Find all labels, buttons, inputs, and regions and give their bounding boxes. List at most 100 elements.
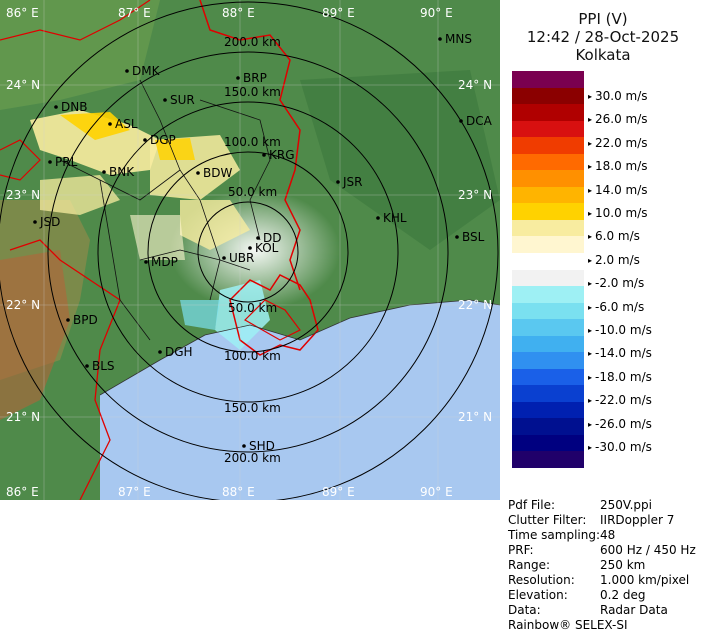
city-label-kol: KOL (255, 241, 279, 255)
range-label-50-bottom: 50.0 km (228, 301, 277, 315)
lat-label-22-right: 22° N (458, 298, 492, 312)
city-label-bsl: BSL (462, 230, 485, 244)
city-label-sur: SUR (170, 93, 195, 107)
metadata-key: Range: (508, 558, 551, 572)
city-dot-shd (242, 444, 246, 448)
lat-label-22-left: 22° N (6, 298, 40, 312)
scale-label: -14.0 m/s (588, 346, 652, 361)
range-label-100-bottom: 100.0 km (224, 349, 281, 363)
scale-label: 14.0 m/s (588, 183, 648, 198)
lon-label-90-bottom: 90° E (420, 485, 453, 499)
range-label-200-bottom: 200.0 km (224, 451, 281, 465)
scale-color-block (512, 451, 584, 469)
city-label-khl: KHL (383, 211, 407, 225)
city-label-dca: DCA (466, 114, 493, 128)
scale-color-block (512, 286, 584, 304)
scale-color-block (512, 87, 584, 105)
lat-label-21-right: 21° N (458, 410, 492, 424)
scale-label: -18.0 m/s (588, 370, 652, 385)
scale-label: -26.0 m/s (588, 417, 652, 432)
city-markers: MNS DMK BRP SUR DNB ASL DGP DCA KRG PRL BNK BDW JSR K… (33, 32, 493, 453)
scale-color-block (512, 319, 584, 337)
city-dot-krg (262, 153, 266, 157)
city-dot-dd (256, 236, 260, 240)
city-dot-bnk (102, 170, 106, 174)
scale-color-block (512, 71, 584, 89)
scale-label: 18.0 m/s (588, 159, 648, 174)
range-rings (0, 1, 499, 500)
city-dot-prl (48, 160, 52, 164)
range-label-100-top: 100.0 km (224, 135, 281, 149)
city-label-krg: KRG (269, 148, 295, 162)
info-panel: PPI (V) 12:42 / 28-Oct-2025 Kolkata 30.0… (500, 0, 706, 642)
scale-color-block (512, 137, 584, 155)
city-dot-brp (236, 76, 240, 80)
city-label-ubr: UBR (229, 251, 254, 265)
range-label-200-top: 200.0 km (224, 35, 281, 49)
city-label-dnb: DNB (61, 100, 87, 114)
city-label-mns: MNS (445, 32, 472, 46)
city-dot-sur (163, 98, 167, 102)
scale-color-block (512, 104, 584, 122)
metadata-value: 250V.ppi (600, 498, 652, 512)
scale-color-block (512, 302, 584, 320)
city-dot-dgp (143, 138, 147, 142)
lat-label-23-left: 23° N (6, 188, 40, 202)
scale-label: 6.0 m/s (588, 229, 640, 244)
scale-label: 10.0 m/s (588, 206, 648, 221)
lat-label-23-right: 23° N (458, 188, 492, 202)
lon-label-87-top: 87° E (118, 6, 151, 20)
scale-label: 22.0 m/s (588, 136, 648, 151)
radar-map[interactable]: 86° E 87° E 88° E 89° E 90° E 86° E 87° … (0, 0, 500, 500)
scale-color-block (512, 153, 584, 171)
scale-color-block (512, 186, 584, 204)
scale-color-block (512, 368, 584, 386)
city-label-bpd: BPD (73, 313, 98, 327)
scale-label: -2.0 m/s (588, 276, 644, 291)
city-label-brp: BRP (243, 71, 267, 85)
city-label-bls: BLS (92, 359, 115, 373)
lon-label-90-top: 90° E (420, 6, 453, 20)
city-dot-mdp (144, 260, 148, 264)
scale-label: 26.0 m/s (588, 112, 648, 127)
range-label-150-bottom: 150.0 km (224, 401, 281, 415)
scan-datetime: 12:42 / 28-Oct-2025 (526, 28, 680, 46)
scale-color-block (512, 434, 584, 452)
scale-label: -30.0 m/s (588, 440, 652, 455)
metadata-key: Resolution: (508, 573, 575, 587)
lon-label-88-top: 88° E (222, 6, 255, 20)
scale-label: 2.0 m/s (588, 253, 640, 268)
metadata-key: Time sampling: (508, 528, 601, 542)
city-label-dd: DD (263, 231, 281, 245)
city-label-dmk: DMK (132, 64, 161, 78)
lon-label-87-bottom: 87° E (118, 485, 151, 499)
scale-color-block (512, 385, 584, 403)
city-label-prl: PRL (55, 155, 78, 169)
scale-color-block (512, 203, 584, 221)
city-dot-bls (85, 364, 89, 368)
metadata-value: 250 km (600, 558, 646, 572)
metadata-key: Clutter Filter: (508, 513, 587, 527)
range-label-150-top: 150.0 km (224, 85, 281, 99)
scale-color-block (512, 170, 584, 188)
software-footer: Rainbow® SELEX-SI (508, 618, 628, 632)
scale-color-block (512, 401, 584, 419)
lon-label-86-bottom: 86° E (6, 485, 39, 499)
city-dot-mns (438, 37, 442, 41)
city-label-bdw: BDW (203, 166, 232, 180)
lat-label-24-right: 24° N (458, 78, 492, 92)
city-label-bnk: BNK (109, 165, 135, 179)
lon-label-89-top: 89° E (322, 6, 355, 20)
metadata-key: Pdf File: (508, 498, 556, 512)
metadata-key: PRF: (508, 543, 534, 557)
radar-map-svg: 86° E 87° E 88° E 89° E 90° E 86° E 87° … (0, 0, 500, 500)
scale-label: 30.0 m/s (588, 89, 648, 104)
metadata-value: 48 (600, 528, 616, 542)
lon-label-86-top: 86° E (6, 6, 39, 20)
metadata-value: Radar Data (600, 603, 668, 617)
scale-color-block (512, 236, 584, 254)
city-label-mdp: MDP (151, 255, 178, 269)
lon-label-88-bottom: 88° E (222, 485, 255, 499)
metadata-value: IIRDoppler 7 (600, 513, 675, 527)
city-dot-kol (248, 246, 252, 250)
